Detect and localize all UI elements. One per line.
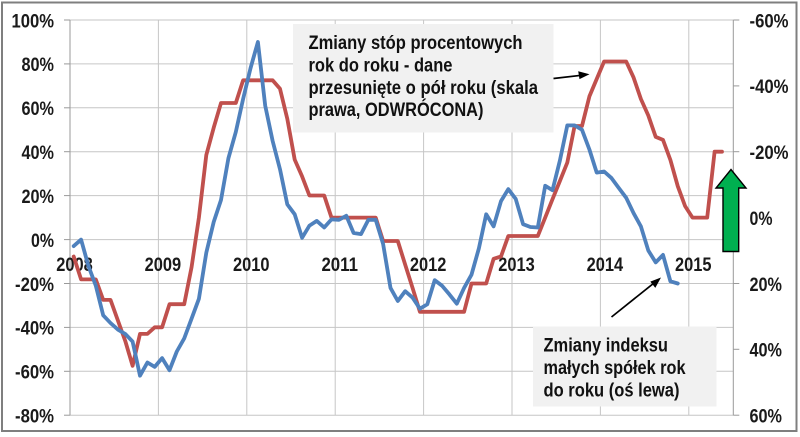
svg-text:2015: 2015 <box>675 255 712 276</box>
svg-text:2011: 2011 <box>321 255 358 276</box>
svg-text:2008: 2008 <box>56 255 93 276</box>
svg-text:20%: 20% <box>22 187 55 208</box>
svg-text:Zmiany indeksu: Zmiany indeksu <box>544 336 669 357</box>
svg-text:20%: 20% <box>750 275 783 296</box>
svg-text:80%: 80% <box>22 55 55 76</box>
svg-text:40%: 40% <box>750 341 783 362</box>
svg-text:2009: 2009 <box>145 255 182 276</box>
svg-text:-40%: -40% <box>750 77 789 98</box>
svg-text:rok do roku - dane: rok do roku - dane <box>309 55 453 76</box>
svg-text:40%: 40% <box>22 143 55 164</box>
svg-text:2013: 2013 <box>498 255 535 276</box>
svg-text:100%: 100% <box>12 11 55 32</box>
svg-text:-80%: -80% <box>15 407 54 428</box>
svg-text:60%: 60% <box>750 407 783 428</box>
svg-text:-20%: -20% <box>750 143 789 164</box>
svg-text:2010: 2010 <box>233 255 270 276</box>
svg-text:do roku (oś lewa): do roku (oś lewa) <box>544 381 680 402</box>
svg-text:-40%: -40% <box>15 319 54 340</box>
svg-text:małych spółek rok: małych spółek rok <box>544 358 686 379</box>
svg-text:0%: 0% <box>31 231 54 252</box>
svg-text:prawa, ODWRÓCONA): prawa, ODWRÓCONA) <box>309 99 484 121</box>
svg-text:0%: 0% <box>750 209 773 230</box>
svg-text:Zmiany stóp procentowych: Zmiany stóp procentowych <box>309 33 523 54</box>
svg-text:-60%: -60% <box>15 363 54 384</box>
svg-text:-20%: -20% <box>15 275 54 296</box>
svg-text:2012: 2012 <box>410 255 447 276</box>
svg-text:2014: 2014 <box>587 255 624 276</box>
svg-text:60%: 60% <box>22 99 55 120</box>
svg-text:przesunięte o pół roku (skala: przesunięte o pół roku (skala <box>309 78 539 99</box>
svg-text:-60%: -60% <box>750 11 789 32</box>
